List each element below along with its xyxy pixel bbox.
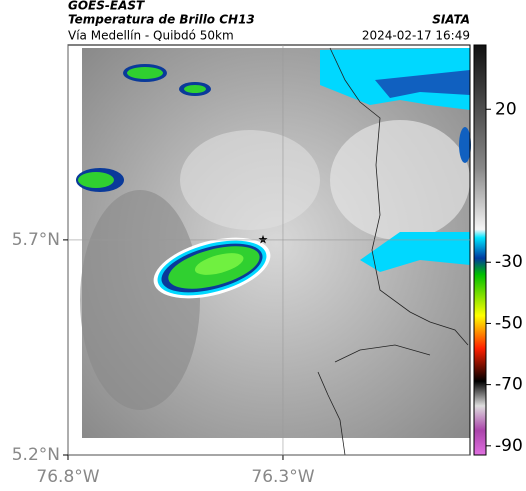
- x-tick-label: 76.8°W: [36, 467, 99, 487]
- colorbar-label: 20: [495, 99, 517, 119]
- subtitle: Vía Medellín - Quibdó 50km: [68, 29, 234, 43]
- satellite-image: ★: [68, 45, 471, 456]
- y-tick-label: 5.7°N: [12, 230, 60, 250]
- brand: SIATA: [432, 13, 470, 27]
- x-tick-label: 76.3°W: [251, 467, 314, 487]
- svg-text:★: ★: [258, 233, 269, 247]
- title: Temperatura de Brillo CH13: [68, 13, 255, 27]
- colorbar-label: -50: [495, 313, 523, 333]
- colorbar-label: -30: [495, 252, 523, 272]
- colorbar-label: -90: [495, 436, 523, 456]
- colorbar-label: -70: [495, 375, 523, 395]
- timestamp: 2024-02-17 16:49: [362, 29, 470, 43]
- y-tick-label: 5.2°N: [12, 445, 60, 465]
- source: GOES-EAST: [68, 0, 145, 13]
- colorbar: [473, 44, 487, 456]
